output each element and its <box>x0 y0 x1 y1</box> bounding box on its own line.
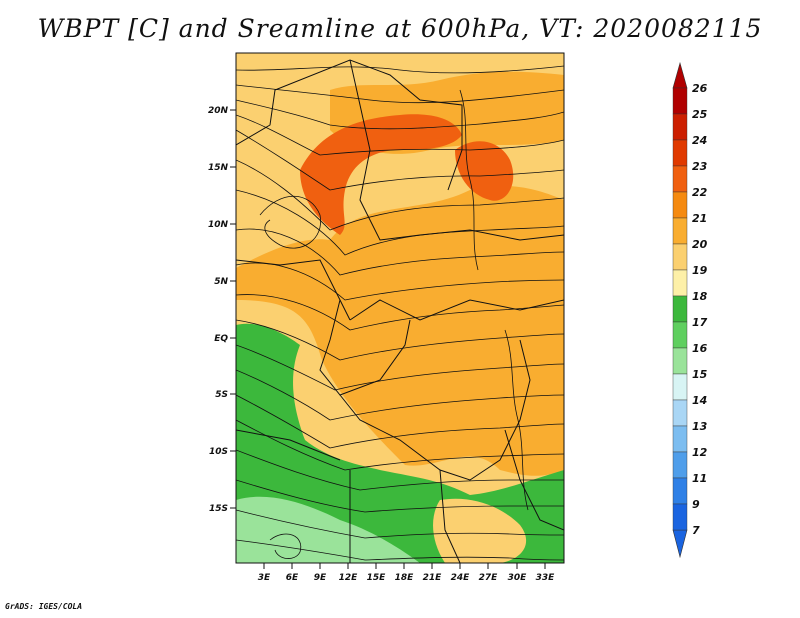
grads-credit: GrADS: IGES/COLA <box>5 602 83 611</box>
lon-label-30E: 30E <box>508 573 528 583</box>
colorbar-segment <box>672 139 688 167</box>
colorbar-label: 21 <box>692 212 707 225</box>
colorbar-segment <box>672 217 688 245</box>
colorbar-label: 20 <box>692 238 708 251</box>
colorbar-label: 15 <box>692 368 708 381</box>
lon-label-24E: 24E <box>451 573 471 583</box>
lat-label-5S: 5S <box>215 390 228 400</box>
field-hot-band <box>300 114 462 235</box>
colorbar-label: 23 <box>692 160 708 173</box>
lat-label-5N: 5N <box>214 277 228 287</box>
colorbar-label: 16 <box>692 342 708 355</box>
map-frame <box>235 52 565 564</box>
colorbar-segment <box>672 191 688 219</box>
colorbar-segment <box>672 451 688 479</box>
colorbar-segment <box>672 399 688 427</box>
lon-label-33E: 33E <box>536 573 556 583</box>
colorbar-segment <box>672 503 688 531</box>
colorbar-label: 17 <box>692 316 708 329</box>
colorbar-segment <box>672 321 688 349</box>
colorbar-labels: 26 25 24 23 22 21 20 19 18 17 16 15 14 1… <box>692 82 708 537</box>
colorbar-label: 14 <box>692 394 707 407</box>
lat-label-15S: 15S <box>209 504 228 514</box>
colorbar-label: 22 <box>692 186 708 199</box>
colorbar: 26 25 24 23 22 21 20 19 18 17 16 15 14 1… <box>672 61 708 559</box>
colorbar-label: 11 <box>692 472 707 485</box>
colorbar-bottom-arrow <box>672 529 688 559</box>
colorbar-segment <box>672 87 688 115</box>
lon-label-12E: 12E <box>339 573 359 583</box>
map-title: WBPT [C] and Sreamline at 600hPa, VT: 20… <box>37 14 763 43</box>
lon-label-15E: 15E <box>367 573 387 583</box>
lon-label-21E: 21E <box>423 573 443 583</box>
lon-label-6E: 6E <box>286 573 299 583</box>
colorbar-label: 18 <box>692 290 708 303</box>
colorbar-label: 13 <box>692 420 708 433</box>
field-hot-east <box>455 141 514 201</box>
colorbar-segment <box>672 425 688 453</box>
colorbar-label: 9 <box>692 498 700 511</box>
colorbar-segment <box>672 477 688 505</box>
colorbar-label: 12 <box>692 446 708 459</box>
lon-label-3E: 3E <box>258 573 271 583</box>
lat-label-10N: 10N <box>208 220 229 230</box>
colorbar-segment <box>672 269 688 297</box>
lon-label-9E: 9E <box>314 573 327 583</box>
colorbar-label: 25 <box>692 108 708 121</box>
colorbar-segment <box>672 373 688 401</box>
colorbar-label: 7 <box>692 524 700 537</box>
latitude-axis: 20N 15N 10N 5N EQ 5S 10S 15S <box>208 106 236 514</box>
lat-label-20N: 20N <box>208 106 229 116</box>
colorbar-segment <box>672 113 688 141</box>
colorbar-segments <box>672 87 688 531</box>
lon-label-18E: 18E <box>395 573 415 583</box>
field-warm-core <box>236 185 564 476</box>
colorbar-segment <box>672 243 688 271</box>
colorbar-segment <box>672 165 688 193</box>
lat-label-EQ: EQ <box>214 334 228 344</box>
colorbar-label: 19 <box>692 264 708 277</box>
lat-label-15N: 15N <box>208 163 229 173</box>
country-borders <box>236 59 564 563</box>
colorbar-segment <box>672 295 688 323</box>
lon-label-27E: 27E <box>479 573 499 583</box>
lat-label-10S: 10S <box>209 447 228 457</box>
colorbar-segment <box>672 347 688 375</box>
streamlines <box>236 65 564 561</box>
field-east-warm-patch <box>433 498 527 563</box>
colorbar-label: 26 <box>692 82 708 95</box>
colorbar-label: 24 <box>692 134 707 147</box>
colorbar-top-arrow <box>672 61 688 89</box>
map-panel <box>236 53 564 563</box>
longitude-axis: 3E 6E 9E 12E 15E 18E 21E 24E 27E 30E 33E <box>258 563 555 583</box>
